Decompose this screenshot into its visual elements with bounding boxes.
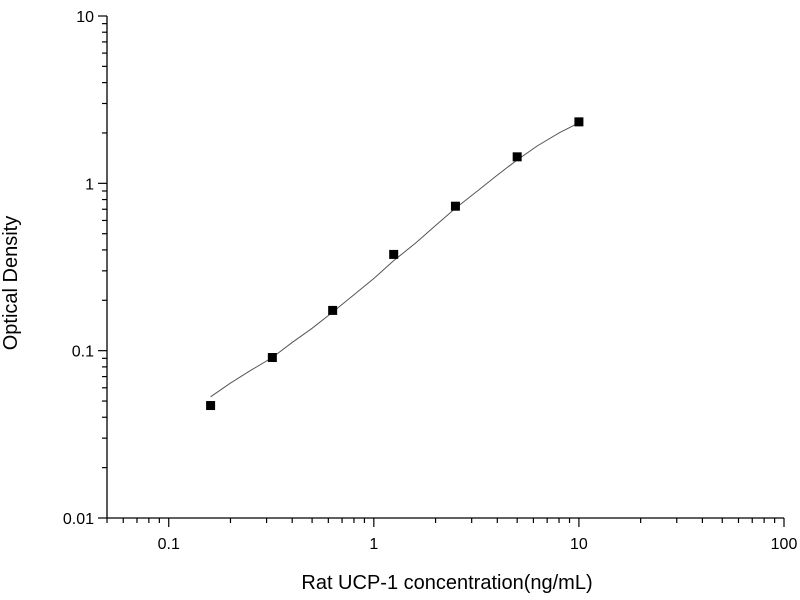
data-point	[206, 401, 216, 411]
y-tick-label: 0.1	[72, 344, 94, 361]
data-point	[512, 152, 522, 162]
fit-curve-line	[210, 122, 580, 398]
data-point	[450, 201, 460, 211]
data-point	[574, 117, 584, 127]
y-tick-label: 1	[85, 176, 94, 193]
data-point	[328, 305, 338, 315]
x-tick-label: 10	[570, 536, 588, 553]
axes	[106, 16, 784, 519]
x-tick-label: 100	[771, 536, 798, 553]
ticks	[98, 15, 785, 527]
y-axis-title: Optical Density	[0, 216, 22, 351]
data-point	[389, 249, 399, 259]
data-point	[267, 353, 277, 363]
tick-labels: 0.1 1 10 100 0.01 0.1 1 10	[63, 9, 798, 553]
y-tick-label: 0.01	[63, 511, 94, 528]
x-axis-title: Rat UCP-1 concentration(ng/mL)	[301, 572, 592, 594]
x-tick-label: 0.1	[158, 536, 180, 553]
x-tick-label: 1	[369, 536, 378, 553]
y-tick-label: 10	[76, 9, 94, 26]
data-points	[206, 117, 584, 411]
